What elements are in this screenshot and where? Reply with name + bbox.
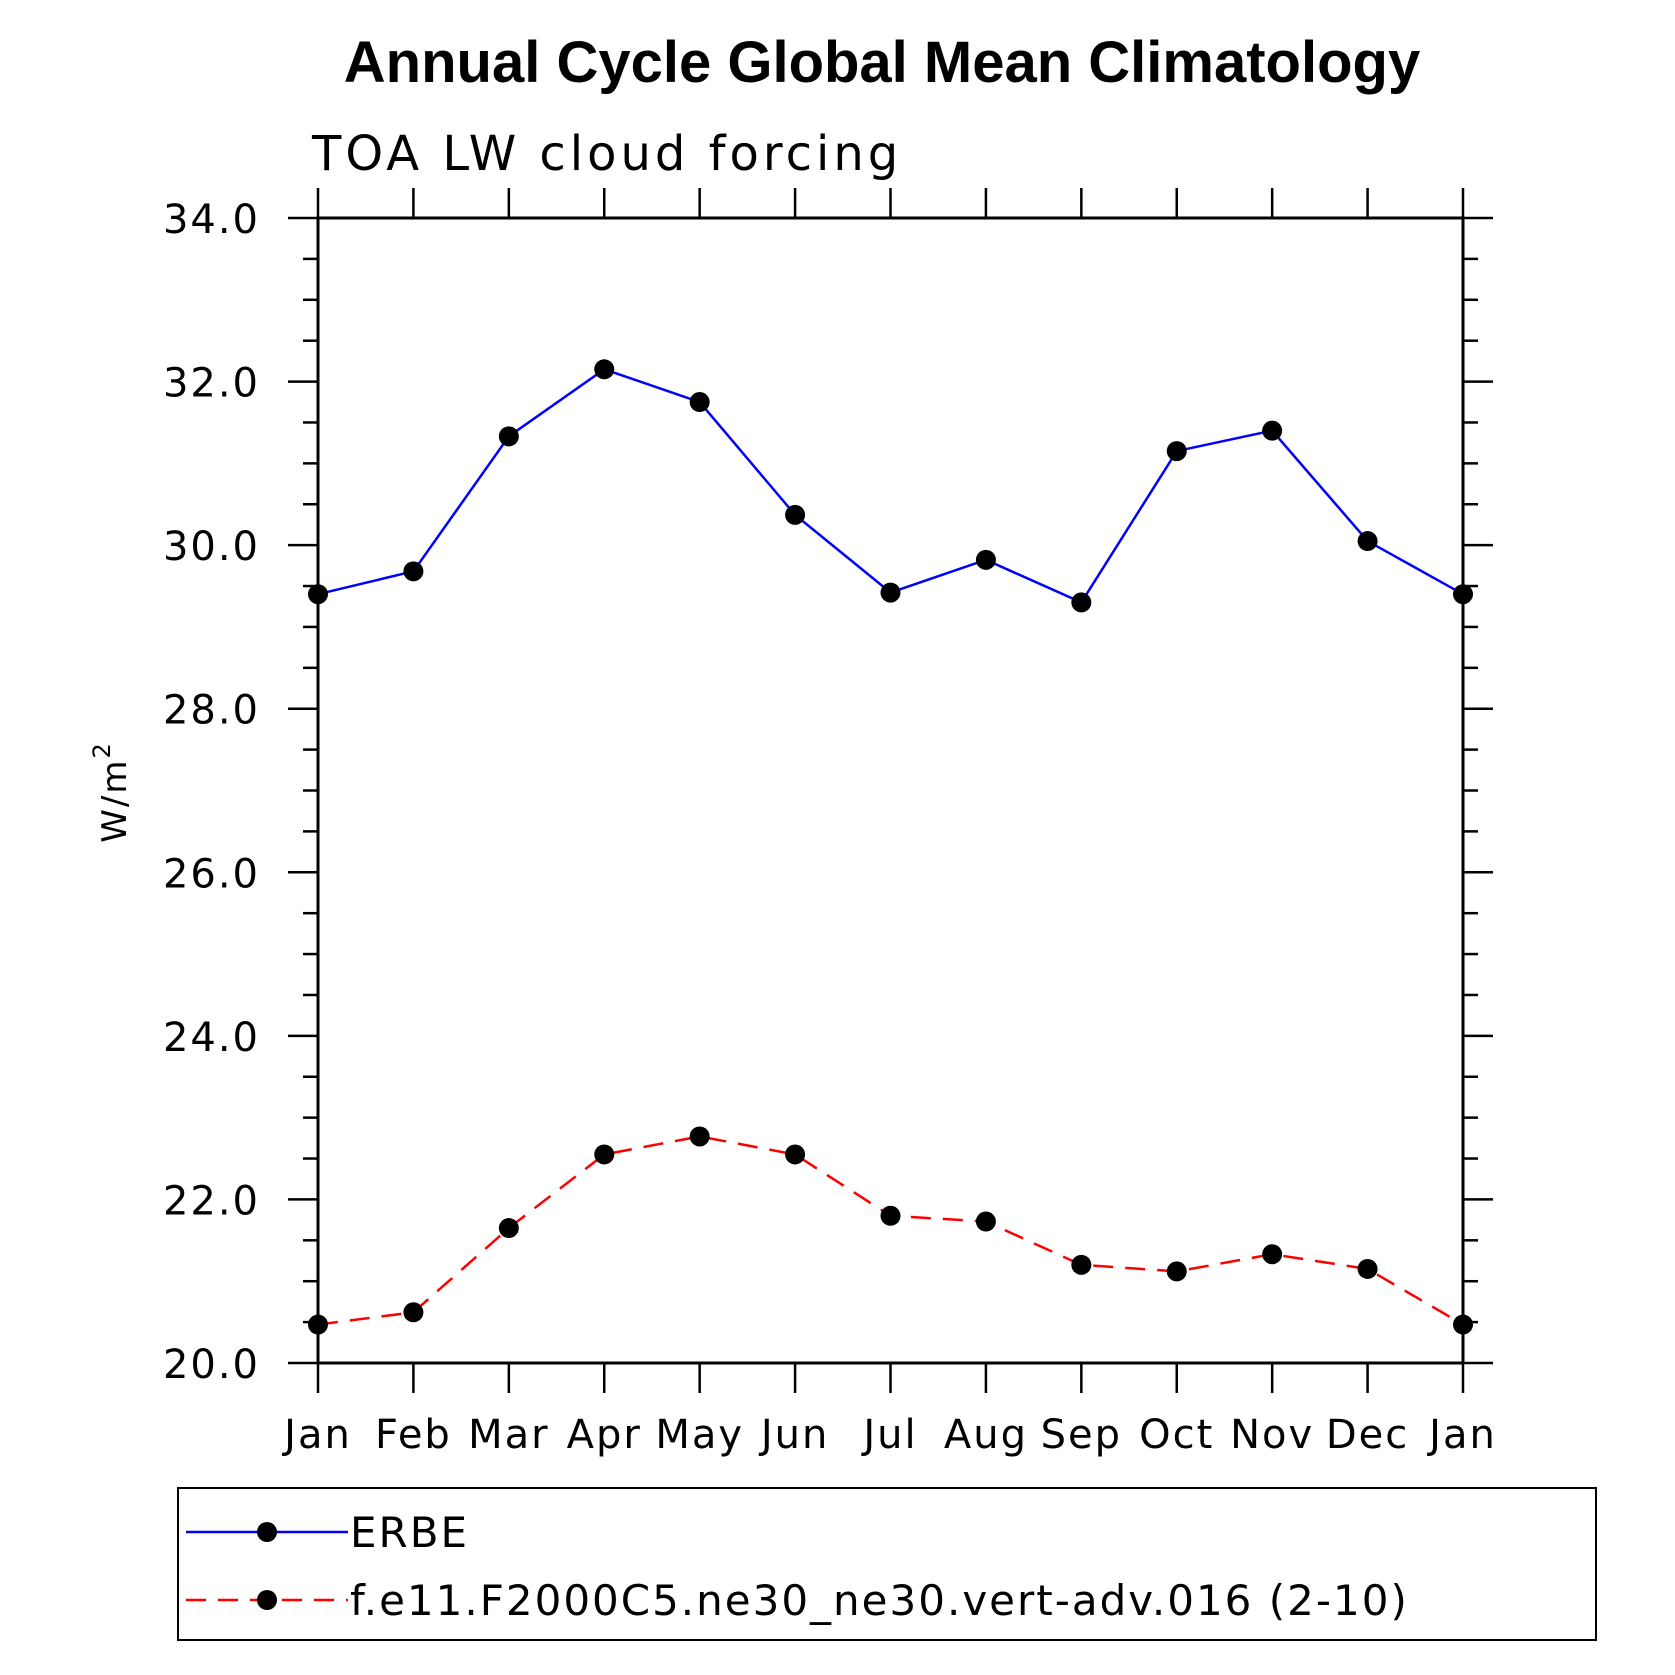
series-2-point [1453,1314,1473,1335]
x-tick-label: Jan [1426,1412,1497,1458]
series-1-point [1262,420,1283,441]
series-2-point [785,1144,806,1165]
series-line-2 [317,1135,1464,1326]
series-2-point [1357,1258,1378,1279]
series-2-point [880,1205,901,1226]
y-axis-label: W/m2 [88,741,135,842]
series-2-point [308,1314,328,1335]
y-axis-label-superscript: 2 [88,741,116,758]
y-tick-label: 22.0 [163,1178,260,1224]
series-1-point [880,582,901,603]
y-tick-label: 32.0 [163,361,260,407]
legend-box [177,1487,1597,1641]
x-tick-label: Nov [1230,1412,1314,1458]
x-tick-label: Aug [944,1412,1028,1458]
y-tick-label: 20.0 [163,1342,260,1388]
series-2-point [1262,1244,1283,1265]
series-1-point [975,549,996,570]
series-2-point [594,1144,615,1165]
series-1-point [1071,592,1092,613]
legend-marker-2 [257,1590,277,1610]
x-tick-label: Oct [1139,1412,1214,1458]
y-tick-label: 30.0 [163,524,260,570]
series-1-point [308,584,328,605]
legend-label-2: f.e11.F2000C5.ne30_ne30.vert-adv.016 (2-… [350,1576,1409,1625]
series-2-point [403,1302,424,1323]
x-tick-label: Feb [375,1412,452,1458]
series-2-point [975,1211,996,1232]
y-tick-label: 26.0 [163,851,260,897]
series-1-point [403,561,424,582]
series-2-point [689,1126,710,1147]
x-tick-label: Apr [567,1412,642,1458]
series-1-point [1453,584,1473,605]
series-1-point [785,504,806,525]
series-2-point [498,1218,519,1239]
series-2-point [1071,1254,1092,1275]
x-tick-label: Jul [860,1412,917,1458]
series-1-point [1357,531,1378,552]
x-tick-label: May [655,1412,744,1458]
plot-frame [316,216,1465,1365]
y-tick-label: 34.0 [163,197,260,243]
legend-label-1: ERBE [350,1508,469,1557]
x-tick-label: Jan [281,1412,352,1458]
series-1-point [498,426,519,447]
plot-layer: 20.0 22.0 24.0 26.0 28.0 30.0 32.0 34.0 Jan Feb Ma… [163,188,1597,1641]
x-tick-label: Dec [1326,1412,1409,1458]
legend-marker-1 [257,1522,277,1542]
series-1-point [689,392,710,413]
chart-title: Annual Cycle Global Mean Climatology [344,30,1420,95]
x-tick-label: Mar [468,1412,549,1458]
y-axis-label-main: W/m [95,759,135,843]
series-line-1 [317,367,1464,604]
y-tick-label: 24.0 [163,1015,260,1061]
x-tick-label: Jun [758,1412,830,1458]
chart-subtitle: TOA LW cloud forcing [311,126,902,182]
series-1-point [1166,441,1187,462]
x-tick-label: Sep [1041,1412,1122,1458]
series-2-point [1166,1261,1187,1282]
series-1-point [594,359,615,380]
y-tick-label: 28.0 [163,688,260,734]
